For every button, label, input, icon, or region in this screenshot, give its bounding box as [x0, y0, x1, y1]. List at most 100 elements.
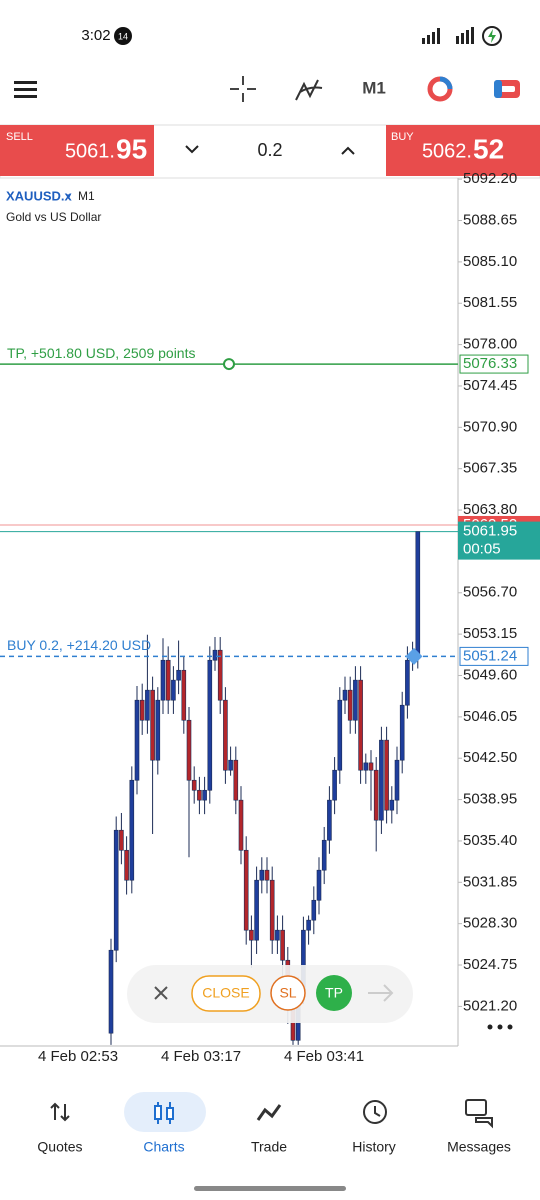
close-button[interactable]: CLOSE	[191, 975, 261, 1012]
y-tick-label: 5081.55	[463, 294, 517, 311]
symbol-arrow: ▾	[66, 192, 71, 203]
indicators-button[interactable]	[295, 79, 323, 101]
candle-body	[228, 759, 233, 771]
nav-item[interactable]: Trade	[251, 1139, 287, 1155]
candle-body	[275, 929, 280, 941]
candle-body	[124, 849, 129, 881]
candle-body	[119, 829, 124, 851]
buy-price-big: 52	[473, 133, 504, 164]
candle-body	[254, 879, 259, 941]
next-button[interactable]	[368, 984, 394, 1002]
candle-body	[337, 699, 343, 771]
nav-item[interactable]: Quotes	[37, 1139, 82, 1155]
y-tick-label: 5053.15	[463, 625, 517, 642]
candle-body	[373, 769, 379, 821]
y-tick-label: 5021.20	[463, 997, 517, 1014]
candle-body	[379, 739, 384, 821]
candle-body	[399, 704, 405, 761]
candle-body	[217, 649, 223, 701]
candle-body	[394, 759, 400, 801]
candle-body	[238, 799, 244, 851]
y-tick-label: 5038.95	[463, 791, 517, 808]
candle-body	[311, 899, 317, 921]
candle-body	[223, 699, 228, 771]
nav-item[interactable]: Charts	[143, 1139, 184, 1155]
volume[interactable]: 0.2	[257, 140, 282, 160]
level-handle	[223, 358, 235, 371]
buy-label: BUY	[391, 131, 414, 143]
y-tick-label: 5046.05	[463, 708, 517, 725]
candle-body	[165, 659, 171, 701]
candle-body	[181, 669, 187, 721]
candle-body	[353, 679, 358, 721]
timeframe-button[interactable]: M1	[362, 78, 386, 97]
volume-up[interactable]	[341, 146, 355, 155]
bid-value: 5061.95	[463, 523, 517, 540]
x-tick-label: 4 Feb 03:41	[284, 1048, 364, 1065]
buy-button[interactable]: BUY 5062. 52	[386, 125, 540, 176]
candle-body	[264, 869, 270, 881]
menu-button[interactable]	[14, 81, 37, 98]
chart-timeframe: M1	[78, 189, 95, 203]
sl-label: SL	[279, 985, 296, 1001]
trade-button[interactable]	[494, 80, 520, 98]
y-tick-label: 5070.90	[463, 418, 517, 435]
y-tick-label: 5024.75	[463, 956, 517, 973]
y-tick-label: 5092.20	[463, 170, 517, 187]
candle-body	[212, 649, 218, 661]
candle-body	[155, 699, 161, 761]
more-button[interactable]	[487, 1024, 513, 1030]
y-tick-label: 5078.00	[463, 336, 517, 353]
candle-body	[243, 849, 249, 931]
candle-body	[139, 699, 145, 721]
nav-item[interactable]: Messages	[447, 1139, 511, 1155]
status-icons	[422, 26, 502, 46]
candle-body	[197, 789, 202, 801]
candle-body	[191, 779, 197, 791]
y-tick-label: 5049.60	[463, 666, 517, 683]
sell-button[interactable]: SELL 5061. 95	[0, 125, 154, 176]
volume-down[interactable]	[185, 145, 199, 154]
x-tick-label: 4 Feb 02:53	[38, 1048, 118, 1065]
crosshair-button[interactable]	[230, 76, 256, 102]
candle-body	[186, 719, 192, 781]
close-panel[interactable]	[154, 986, 168, 1000]
bid-box	[458, 521, 540, 560]
level-value: 5076.33	[463, 355, 517, 372]
candle-body	[113, 829, 119, 951]
level-value: 5051.24	[463, 647, 517, 664]
sell-price: 5061.	[65, 140, 115, 162]
y-tick-label: 5035.40	[463, 832, 517, 849]
nav-icons	[50, 1099, 493, 1129]
level-handle[interactable]	[405, 647, 423, 665]
objects-button[interactable]	[427, 76, 453, 102]
tp-button[interactable]: TP	[316, 975, 352, 1011]
y-tick-label: 5088.65	[463, 211, 517, 228]
y-tick-label: 5067.35	[463, 460, 517, 477]
candle-body	[249, 929, 254, 941]
candle-body	[321, 839, 327, 871]
candle-body	[129, 779, 135, 881]
level-box	[459, 354, 529, 374]
status-badge-text: 14	[118, 31, 128, 41]
status-badge	[114, 27, 132, 45]
home-indicator	[194, 1186, 346, 1191]
sl-button[interactable]: SL	[270, 975, 306, 1011]
candle-body	[415, 531, 421, 656]
candle-body	[150, 689, 155, 761]
close-label: CLOSE	[202, 985, 249, 1001]
nav-item[interactable]: History	[352, 1139, 396, 1155]
candle-body	[160, 659, 166, 701]
candle-body	[145, 689, 150, 721]
level-box	[459, 646, 529, 666]
plot-area	[0, 363, 458, 1045]
candle-body	[176, 669, 181, 681]
candle-body	[316, 869, 322, 901]
buy-price: 5062.	[422, 140, 472, 162]
candle-body	[171, 679, 176, 701]
symbol[interactable]: XAUUSD.x	[6, 188, 73, 203]
candle-body	[384, 739, 389, 811]
candle-body	[358, 679, 363, 771]
candle-body	[108, 949, 114, 1034]
